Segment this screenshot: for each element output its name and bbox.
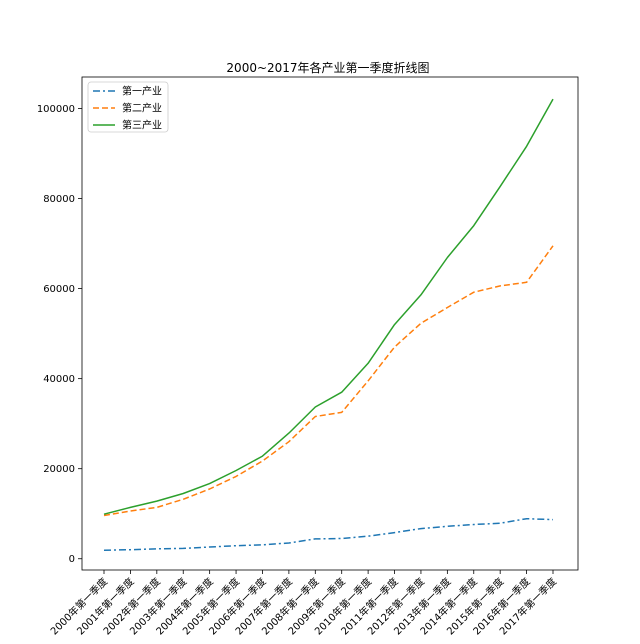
series-line-3: [103, 98, 554, 515]
y-tick-label: 60000: [43, 284, 75, 295]
x-axis: 2000年第一季度2001年第一季度2002年第一季度2003年第一季度2004…: [48, 570, 559, 637]
series-line-2: [103, 245, 554, 517]
y-axis: 0 20000 40000 60000 80000 100000: [37, 104, 82, 565]
y-tick-label: 0: [69, 554, 75, 565]
plot-frame: [81, 76, 579, 571]
y-tick-label: 20000: [43, 464, 75, 475]
series-layer: [103, 98, 554, 551]
y-tick-label: 40000: [43, 374, 75, 385]
series-line-1: [103, 517, 554, 551]
chart-title: 2000~2017年各产业第一季度折线图: [226, 60, 429, 75]
legend-label: 第三产业: [122, 119, 162, 132]
y-tick-label: 80000: [43, 194, 75, 205]
legend-label: 第二产业: [122, 102, 162, 115]
y-tick-label: 100000: [37, 104, 75, 115]
legend-box: [87, 81, 169, 133]
legend-label: 第一产业: [122, 85, 162, 98]
